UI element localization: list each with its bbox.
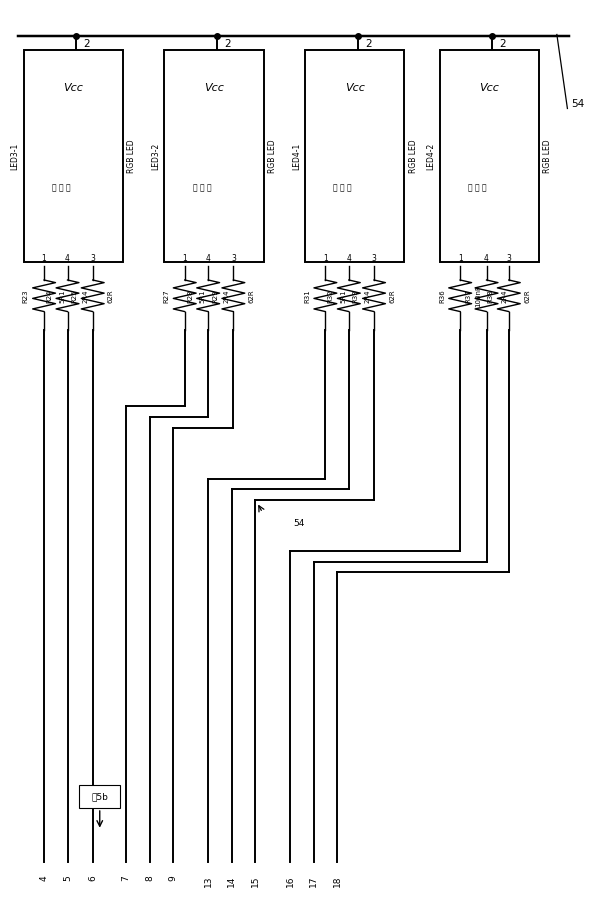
Bar bbox=[79, 786, 120, 808]
Text: 2: 2 bbox=[365, 39, 371, 49]
Text: 62R: 62R bbox=[249, 289, 255, 303]
Text: 青 緑 赤: 青 緑 赤 bbox=[468, 183, 487, 192]
Text: R32: R32 bbox=[328, 289, 334, 303]
Text: 3: 3 bbox=[90, 254, 95, 262]
Text: 5R1: 5R1 bbox=[341, 289, 347, 303]
Bar bbox=[23, 50, 123, 262]
Text: 54: 54 bbox=[293, 519, 304, 528]
Text: 3: 3 bbox=[231, 254, 236, 262]
Text: 2R4: 2R4 bbox=[83, 289, 89, 302]
Bar bbox=[440, 50, 539, 262]
Text: 5R1: 5R1 bbox=[59, 289, 65, 303]
Text: 54: 54 bbox=[572, 99, 585, 109]
Text: R38: R38 bbox=[487, 289, 493, 303]
Text: R23: R23 bbox=[23, 289, 29, 303]
Text: 9: 9 bbox=[169, 876, 178, 881]
Text: R29: R29 bbox=[212, 289, 218, 303]
Bar bbox=[305, 50, 404, 262]
Text: RGB LED: RGB LED bbox=[268, 139, 277, 173]
Text: 6: 6 bbox=[89, 876, 97, 881]
Text: 囵5b: 囵5b bbox=[91, 792, 108, 801]
Text: 17: 17 bbox=[309, 876, 318, 887]
Text: 14: 14 bbox=[227, 876, 236, 887]
Text: 62R: 62R bbox=[389, 289, 395, 303]
Text: R37: R37 bbox=[465, 289, 471, 303]
Bar bbox=[164, 50, 264, 262]
Text: 2: 2 bbox=[84, 39, 90, 49]
Text: 62R: 62R bbox=[108, 289, 114, 303]
Text: LED3-2: LED3-2 bbox=[151, 142, 160, 169]
Text: LED4-2: LED4-2 bbox=[426, 142, 435, 169]
Text: 13: 13 bbox=[204, 876, 213, 887]
Text: Vcc: Vcc bbox=[480, 83, 499, 93]
Text: 8: 8 bbox=[145, 876, 154, 881]
Text: Vcc: Vcc bbox=[344, 83, 365, 93]
Text: LED3-1: LED3-1 bbox=[10, 142, 20, 169]
Text: 1: 1 bbox=[458, 254, 462, 262]
Text: R24: R24 bbox=[46, 289, 52, 302]
Text: 2: 2 bbox=[500, 39, 507, 49]
Text: 青 緑 赤: 青 緑 赤 bbox=[193, 183, 211, 192]
Text: R36: R36 bbox=[439, 289, 445, 303]
Text: R31: R31 bbox=[304, 289, 310, 303]
Text: Vcc: Vcc bbox=[204, 83, 224, 93]
Text: 4: 4 bbox=[484, 254, 489, 262]
Text: 5: 5 bbox=[63, 876, 72, 881]
Text: 1: 1 bbox=[42, 254, 47, 262]
Text: 7: 7 bbox=[121, 876, 130, 881]
Text: 62R: 62R bbox=[524, 289, 530, 303]
Text: 16: 16 bbox=[286, 876, 295, 887]
Text: 2: 2 bbox=[224, 39, 231, 49]
Text: 4: 4 bbox=[346, 254, 351, 262]
Text: 1: 1 bbox=[323, 254, 328, 262]
Text: RGB LED: RGB LED bbox=[127, 139, 136, 173]
Text: 100nF: 100nF bbox=[475, 285, 481, 307]
Text: 15: 15 bbox=[251, 876, 260, 887]
Text: 2R4: 2R4 bbox=[224, 289, 230, 302]
Text: 1: 1 bbox=[182, 254, 187, 262]
Text: RGB LED: RGB LED bbox=[408, 139, 417, 173]
Text: RGB LED: RGB LED bbox=[544, 139, 553, 173]
Text: 青 緑 赤: 青 緑 赤 bbox=[52, 183, 71, 192]
Text: R25: R25 bbox=[72, 289, 78, 302]
Text: 18: 18 bbox=[332, 876, 341, 887]
Text: 4: 4 bbox=[206, 254, 210, 262]
Text: 4: 4 bbox=[65, 254, 70, 262]
Text: R33: R33 bbox=[353, 289, 359, 303]
Text: R28: R28 bbox=[187, 289, 193, 303]
Text: 青 緑 赤: 青 緑 赤 bbox=[334, 183, 352, 192]
Text: R27: R27 bbox=[163, 289, 169, 303]
Text: Vcc: Vcc bbox=[63, 83, 83, 93]
Text: LED4-1: LED4-1 bbox=[292, 142, 301, 169]
Text: 2R4: 2R4 bbox=[364, 289, 370, 302]
Text: 4: 4 bbox=[39, 876, 48, 881]
Text: 3: 3 bbox=[507, 254, 511, 262]
Text: 3: 3 bbox=[371, 254, 377, 262]
Text: 2R4: 2R4 bbox=[502, 289, 508, 302]
Text: 5R1: 5R1 bbox=[200, 289, 206, 303]
